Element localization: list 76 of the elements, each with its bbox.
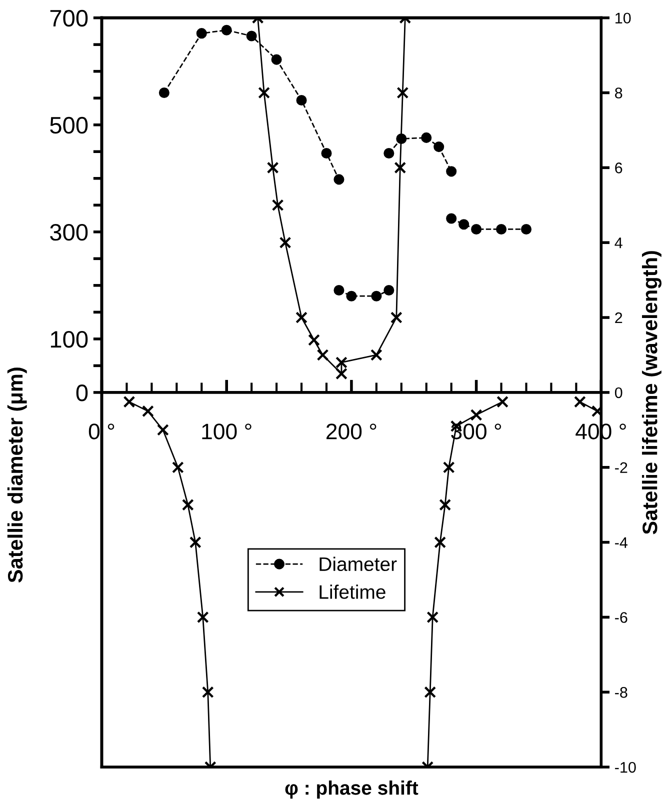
point [279,236,292,249]
point [272,199,284,212]
point [396,133,407,144]
y-tick-label: 100 [50,330,88,348]
point [470,408,482,421]
point [574,396,586,408]
point [424,686,436,698]
point [321,148,332,158]
y2-tick-label: 6 [615,162,622,174]
y2-axis-title: Satellie lifetime (wavelength) [642,251,662,534]
point [439,498,452,511]
point [446,213,457,224]
point [196,28,207,39]
point [421,132,432,143]
point [296,94,307,106]
point [335,368,348,380]
y2-tick-label: 4 [614,238,622,248]
point [471,224,482,234]
point [496,224,507,234]
y2-tick-label: -2 [615,462,628,473]
y2-tick-label: 8 [615,88,622,98]
point [172,461,184,474]
point [334,284,344,296]
point [335,356,348,368]
y2-tick-label: -4 [615,537,628,548]
point [390,312,402,324]
point [266,162,279,174]
point [434,536,446,548]
point [316,349,329,361]
y2-tick-label: -6 [615,612,628,623]
legend-label: Diameter [320,556,397,572]
point [334,174,344,185]
y-tick-label: 700 [50,10,88,27]
point [442,461,455,474]
point [384,148,394,158]
point [142,405,154,418]
y-tick-label: 0 [76,384,88,402]
point [346,290,357,302]
x-tick-label: 0 ° [88,424,114,440]
x-tick-label: 200 ° [326,424,376,440]
y2-tick-label: -10 [615,762,636,773]
point [258,86,270,99]
point [496,396,508,408]
y-tick-label: 300 [50,224,88,241]
legend-label: Lifetime [320,584,386,599]
y2-tick-label: 0 [614,387,622,398]
y2-tick-label: 10 [616,12,631,24]
point [123,396,136,408]
point [202,686,214,698]
y-tick-label: 500 [50,116,88,134]
point [434,142,444,152]
point [384,284,394,296]
x-axis-title: φ : phase shift [285,780,418,799]
point [308,334,320,346]
point [246,30,257,42]
point [371,290,382,302]
point [591,405,602,418]
point [221,24,232,36]
x-tick-label: 100 ° [202,424,252,440]
point [520,224,532,234]
y2-tick-label: 2 [615,312,622,324]
point [189,536,202,548]
point [396,86,409,99]
point [271,54,282,65]
y-axis-title: Satellie diameter (μm) [7,368,27,583]
point [158,87,170,98]
point [370,349,382,361]
y2-tick-label: -8 [615,687,628,698]
point [156,424,169,436]
point [458,219,470,230]
point [426,611,439,624]
point [394,162,406,174]
point [446,166,457,177]
point [296,312,308,324]
point [182,498,194,511]
point [196,611,209,624]
